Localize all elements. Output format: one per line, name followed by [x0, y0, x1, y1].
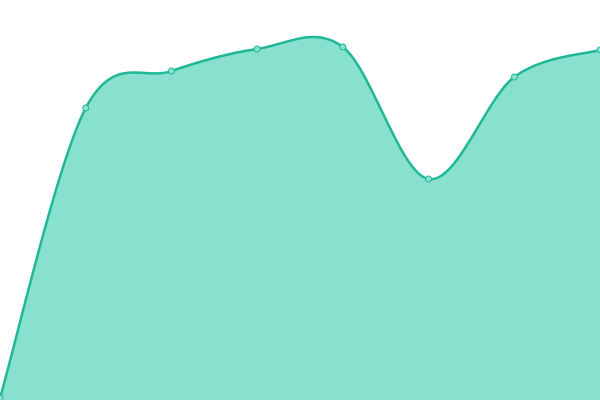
data-point — [510, 73, 518, 81]
area-line — [0, 35, 600, 399]
data-point — [253, 45, 261, 53]
data-point — [425, 175, 433, 183]
area-fill — [0, 36, 600, 400]
data-point — [596, 46, 600, 54]
data-point — [0, 394, 4, 400]
data-point — [339, 43, 347, 51]
data-point — [167, 67, 175, 75]
data-point — [82, 104, 90, 112]
